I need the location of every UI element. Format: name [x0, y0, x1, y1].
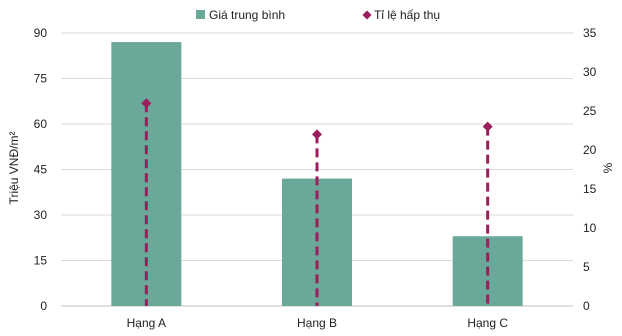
markers	[141, 98, 493, 140]
y2-tick-label: 10	[583, 221, 597, 235]
bar	[282, 178, 352, 306]
y2-tick-label: 20	[583, 143, 597, 157]
droplines	[144, 103, 490, 306]
y-tick-label: 75	[34, 72, 48, 86]
y-axis-right-label: %	[601, 162, 615, 173]
legend-swatch-bar	[196, 10, 205, 19]
x-tick-label: Hạng A	[127, 316, 166, 330]
y-tick-label: 90	[34, 26, 48, 40]
y-tick-label: 30	[34, 208, 48, 222]
marker-point	[312, 129, 322, 140]
marker-point	[482, 121, 493, 132]
legend-swatch-marker	[362, 10, 372, 20]
x-axis-ticks: Hạng A Hạng B Hạng C	[127, 316, 509, 330]
legend: Giá trung bình Tỉ lệ hấp thụ	[196, 8, 440, 22]
y2-tick-label: 5	[583, 260, 590, 274]
marker-point	[141, 98, 152, 109]
y-axis-right-ticks: 0 5 10 15 20 25 30 35	[583, 26, 597, 313]
y2-tick-label: 25	[583, 104, 597, 118]
y-tick-label: 0	[40, 299, 47, 313]
y-axis-left-ticks: 0 15 30 45 60 75 90	[34, 26, 48, 313]
y-tick-label: 60	[34, 117, 48, 131]
x-tick-label: Hạng C	[467, 316, 508, 330]
x-tick-label: Hạng B	[297, 316, 337, 330]
y2-tick-label: 0	[583, 299, 590, 313]
y2-tick-label: 35	[583, 26, 597, 40]
y-tick-label: 15	[34, 254, 48, 268]
y-axis-left-label: Triệu VNĐ/m²	[7, 132, 21, 205]
y-tick-label: 45	[34, 163, 48, 177]
legend-label-bar: Giá trung bình	[209, 8, 285, 22]
y2-tick-label: 15	[583, 182, 597, 196]
legend-label-marker: Tỉ lệ hấp thụ	[374, 8, 440, 22]
y2-tick-label: 30	[583, 65, 597, 79]
